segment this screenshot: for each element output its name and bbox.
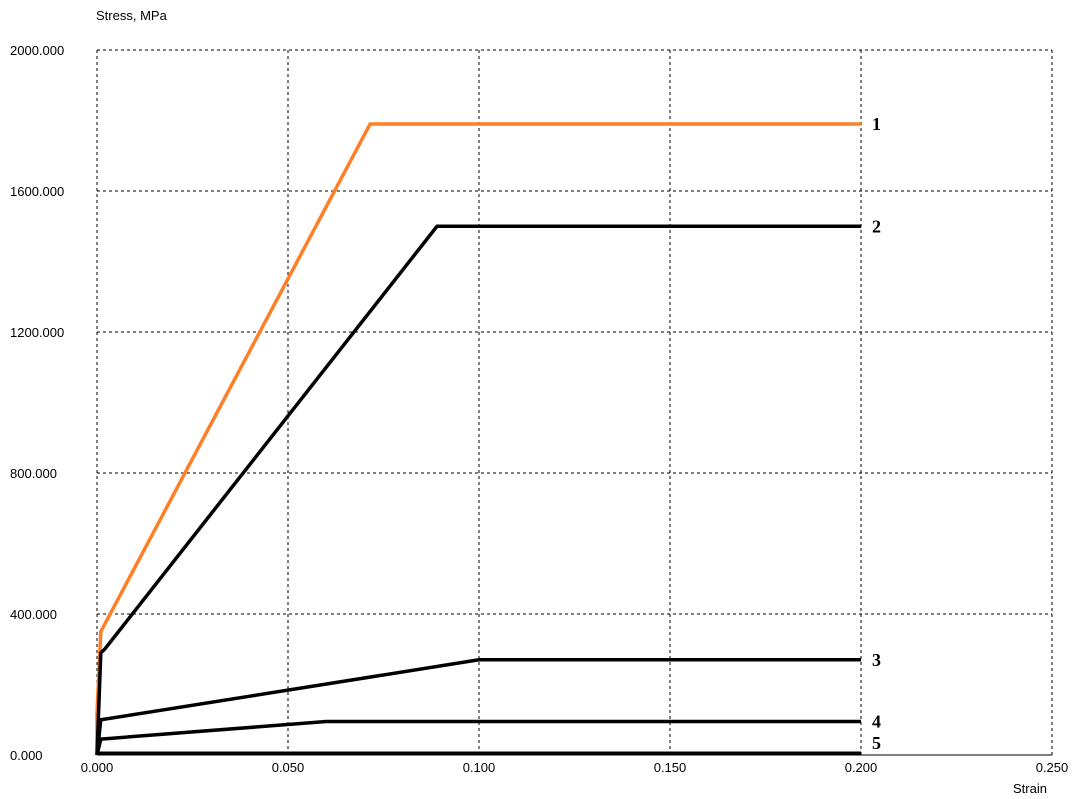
x-tick-label: 0.150 [654,760,687,775]
y-tick-label: 1200.000 [10,325,64,340]
grid-lines [96,49,1053,756]
y-tick-label: 2000.000 [10,43,64,58]
y-tick-label: 1600.000 [10,184,64,199]
y-tick-label: 800.000 [10,466,57,481]
x-tick-label: 0.100 [463,760,496,775]
series-label-2: 2 [872,216,881,236]
series-label-4: 4 [872,712,881,732]
series-line-2 [95,224,861,756]
x-tick-label: 0.000 [81,760,114,775]
series-label-5: 5 [872,733,881,753]
y-axis-title: Stress, MPa [96,8,168,23]
tick-labels: 0.000 0.050 0.100 0.150 0.200 0.250 0.000 400.0… [10,43,1068,775]
series-line-3 [95,658,861,756]
x-tick-label: 0.050 [272,760,305,775]
series-label-1: 1 [872,114,881,134]
series-line-4 [95,719,861,756]
y-tick-label: 400.000 [10,607,57,622]
series-labels: 1 2 3 45 [872,114,881,753]
series-label-3: 3 [872,650,881,670]
series-lines [95,122,861,756]
x-tick-label: 0.250 [1036,760,1069,775]
y-tick-label: 0.000 [10,748,43,763]
x-tick-label: 0.200 [845,760,878,775]
x-axis-title: Strain [1013,781,1047,796]
